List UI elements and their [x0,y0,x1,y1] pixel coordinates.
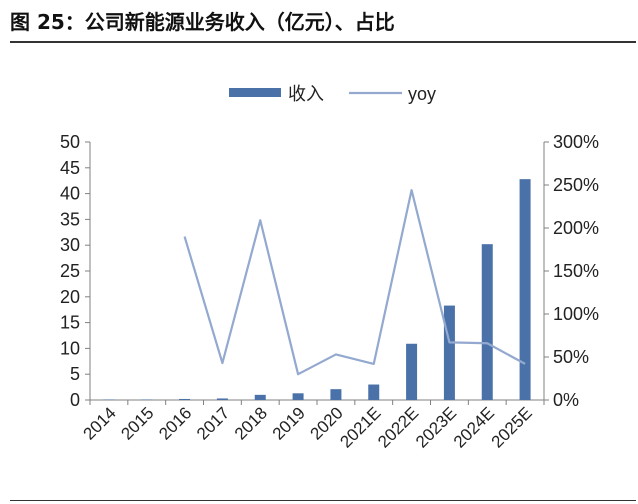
x-tick-label: 2017 [193,403,233,443]
y-tick-label-left: 25 [60,261,80,281]
y-axis-right: 0% 50% 100% 150% 200% 250% 300% [543,132,599,410]
y-tick-label-right: 50% [553,347,589,367]
y-tick-label-left: 20 [60,287,80,307]
x-tick-label: 2015 [117,403,157,443]
y-tick-label-right: 200% [553,218,599,238]
bar [292,393,304,400]
y-tick-label-left: 40 [60,184,80,204]
figure-title: 图 25：公司新能源业务收入（亿元）、占比 [10,10,395,34]
bar [254,394,266,400]
y-tick-label-left: 5 [70,364,80,384]
y-tick-label-left: 45 [60,158,80,178]
bar-series-revenue [103,179,531,400]
x-tick-label: 2019 [269,403,309,443]
line-series-yoy [183,189,526,376]
x-tick-label: 2014 [80,403,120,443]
bar [406,343,418,400]
x-tick-label: 2025E [488,403,536,451]
bar [368,384,380,400]
bar [103,399,115,400]
legend: 收入 yoy [229,84,436,104]
legend-label-yoy: yoy [408,84,436,104]
legend-swatch-revenue [229,88,281,97]
x-tick-label: 2018 [231,403,271,443]
bar [179,398,191,400]
bar [519,179,531,400]
y-tick-label-left: 30 [60,235,80,255]
yoy-line [183,189,526,376]
y-tick-label-right: 0% [553,390,579,410]
x-tick-label: 2024E [450,403,498,451]
y-tick-label-left: 0 [70,390,80,410]
bar [330,389,342,400]
x-tick-label: 2023E [412,403,460,451]
y-tick-label-left: 10 [60,338,80,358]
title-divider [10,41,636,43]
x-tick-label: 2021E [336,403,384,451]
y-tick-label-left: 50 [60,132,80,152]
footer-divider [10,500,636,501]
x-tick-label: 2016 [155,403,195,443]
bar [141,399,153,400]
bar [216,398,228,400]
y-tick-label-right: 100% [553,304,599,324]
y-axis-left: 0 5 10 15 20 25 30 35 40 45 50 [60,132,91,410]
x-tick-label: 2022E [374,403,422,451]
legend-label-revenue: 收入 [288,84,324,104]
bar [481,244,493,400]
y-tick-label-right: 300% [553,132,599,152]
y-tick-label-left: 15 [60,313,80,333]
bar [443,305,455,400]
y-tick-label-right: 150% [553,261,599,281]
x-axis: 20142015201620172018201920202021E2022E20… [80,399,545,452]
y-tick-label-left: 35 [60,209,80,229]
y-tick-label-right: 250% [553,175,599,195]
